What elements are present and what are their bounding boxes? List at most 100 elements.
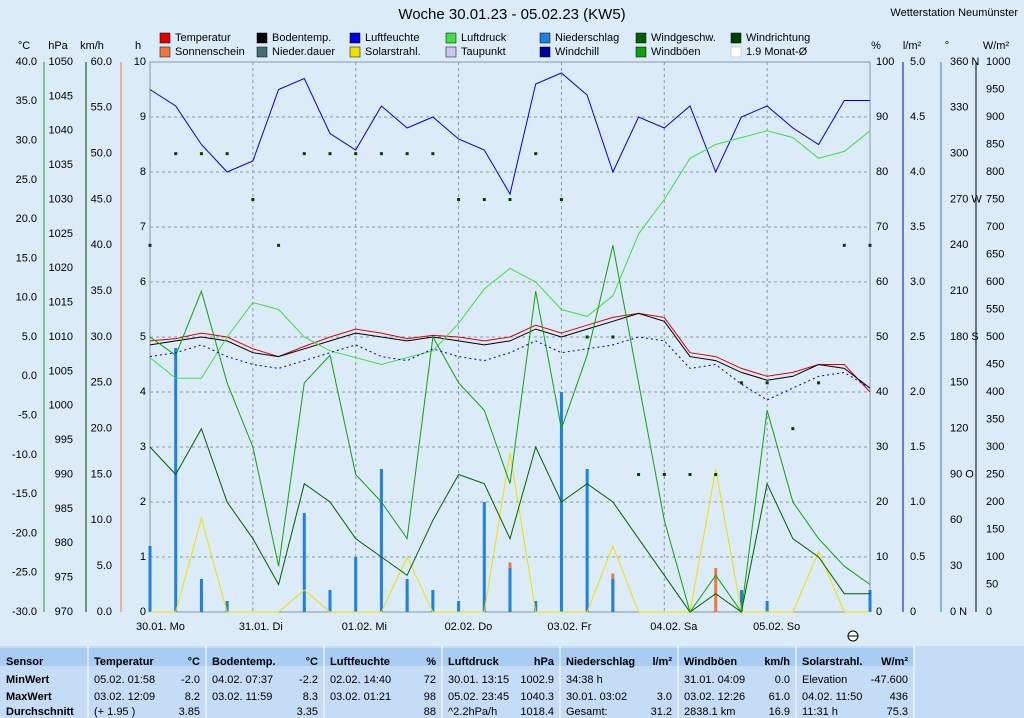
y-tick-label: 700	[986, 221, 1004, 233]
stat-value: 72	[424, 674, 436, 686]
legend-swatch	[730, 32, 742, 44]
y-tick-label: 150	[986, 523, 1004, 535]
chart-title: Woche 30.01.23 - 05.02.23 (KW5)	[398, 6, 625, 23]
y-tick-label: 800	[986, 166, 1004, 178]
stat-value: 98	[424, 691, 436, 703]
direction-dot	[482, 198, 486, 201]
column-title: Niederschlag	[566, 656, 635, 668]
y-tick-label: -10.0	[12, 449, 37, 461]
column-unit: hPa	[534, 656, 555, 668]
bar	[405, 579, 409, 612]
y-tick-label: 35.0	[16, 95, 37, 107]
axis-unit: h	[135, 40, 141, 52]
bar	[739, 590, 743, 612]
series-line	[149, 72, 870, 196]
legend-swatch	[635, 46, 647, 58]
legend-label: Windchill	[555, 46, 599, 58]
column-title: Windböen	[684, 656, 737, 668]
y-tick-label: 1030	[49, 193, 73, 205]
y-tick-label: 4	[140, 386, 146, 398]
y-tick-label: 90 O	[950, 468, 974, 480]
bar	[714, 568, 718, 612]
y-tick-label: 2.5	[910, 331, 925, 343]
direction-dot	[559, 198, 563, 201]
bar	[534, 601, 538, 612]
stat-cell: 03.02. 12:09	[94, 691, 155, 703]
y-tick-label: 15.0	[91, 468, 112, 480]
y-tick-label: 50	[876, 331, 888, 343]
y-tick-label: 200	[986, 496, 1004, 508]
stat-cell: 05.02. 23:45	[448, 691, 509, 703]
bar	[457, 601, 461, 612]
y-tick-label: 0	[986, 606, 992, 618]
stat-value: 3.35	[297, 706, 318, 718]
y-tick-label: 6	[140, 276, 146, 288]
direction-dot	[791, 427, 795, 431]
bar	[148, 546, 152, 612]
y-tick-label: 270 W	[950, 193, 982, 205]
y-tick-label: 985	[55, 503, 73, 515]
y-tick-label: 5.0	[910, 56, 925, 68]
stat-value: 0.0	[775, 674, 790, 686]
bar	[199, 579, 203, 612]
direction-dot	[585, 335, 589, 339]
axis-unit: hPa	[48, 40, 68, 52]
stat-cell: 03.02. 01:21	[330, 691, 391, 703]
row-label: Sensor	[6, 656, 44, 668]
y-tick-label: 20.0	[16, 213, 37, 225]
column-title: Solarstrahl.	[802, 656, 863, 668]
row-label: MinWert	[6, 674, 50, 686]
y-tick-label: 0.5	[910, 551, 925, 563]
direction-dot	[739, 381, 743, 385]
axis-unit: W/m²	[983, 40, 1010, 52]
y-tick-label: 300	[986, 441, 1004, 453]
y-tick-label: 30.0	[91, 331, 112, 343]
direction-dot	[148, 243, 152, 247]
x-tick-label: 01.02. Mi	[342, 621, 387, 633]
y-tick-label: 360 N	[950, 56, 979, 68]
stat-value: 88	[424, 706, 436, 718]
y-tick-label: 950	[986, 83, 1004, 95]
y-tick-label: 60	[950, 514, 962, 526]
legend-swatch	[635, 32, 647, 44]
y-tick-label: 30	[950, 560, 962, 572]
stat-value: 3.85	[179, 706, 200, 718]
direction-dot	[714, 473, 718, 476]
column-unit: km/h	[764, 656, 790, 668]
legend-label: Luftfeuchte	[365, 32, 419, 44]
y-tick-label: 30	[876, 441, 888, 453]
column-title: Temperatur	[94, 656, 154, 668]
stat-cell: 05.02. 01:58	[94, 674, 155, 686]
y-tick-label: 30.0	[16, 134, 37, 146]
stat-value: 3.0	[657, 691, 672, 703]
bar	[354, 557, 358, 612]
y-tick-label: 180 S	[950, 331, 979, 343]
y-tick-label: 250	[986, 468, 1004, 480]
y-tick-label: 15.0	[16, 252, 37, 264]
y-tick-label: 0.0	[22, 370, 37, 382]
y-tick-label: 70	[876, 221, 888, 233]
y-tick-label: 1045	[49, 90, 73, 102]
y-tick-label: 4.0	[910, 166, 925, 178]
series-line	[149, 312, 871, 389]
legend-swatch	[730, 46, 742, 58]
y-tick-label: 20.0	[91, 423, 112, 435]
y-tick-label: 7	[140, 221, 146, 233]
stat-cell: 30.01. 13:15	[448, 674, 509, 686]
x-tick-label: 04.02. Sa	[650, 621, 698, 633]
bar	[302, 513, 306, 612]
direction-dot	[611, 335, 615, 339]
stat-cell: 2838.1 km	[684, 706, 735, 718]
y-tick-label: 5.0	[22, 331, 37, 343]
station-name: Wetterstation Neumünster	[890, 7, 1018, 19]
legend-swatch	[445, 46, 457, 58]
stat-value: 61.0	[769, 691, 790, 703]
y-tick-label: -20.0	[12, 527, 37, 539]
direction-dot	[199, 152, 203, 156]
bar	[379, 469, 383, 612]
stat-value: 75.3	[887, 706, 908, 718]
x-tick-label: 03.02. Fr	[547, 621, 591, 633]
stat-cell: 04.02. 11:50	[802, 691, 862, 703]
series-line	[150, 452, 870, 613]
stat-value: 1018.4	[520, 706, 554, 718]
